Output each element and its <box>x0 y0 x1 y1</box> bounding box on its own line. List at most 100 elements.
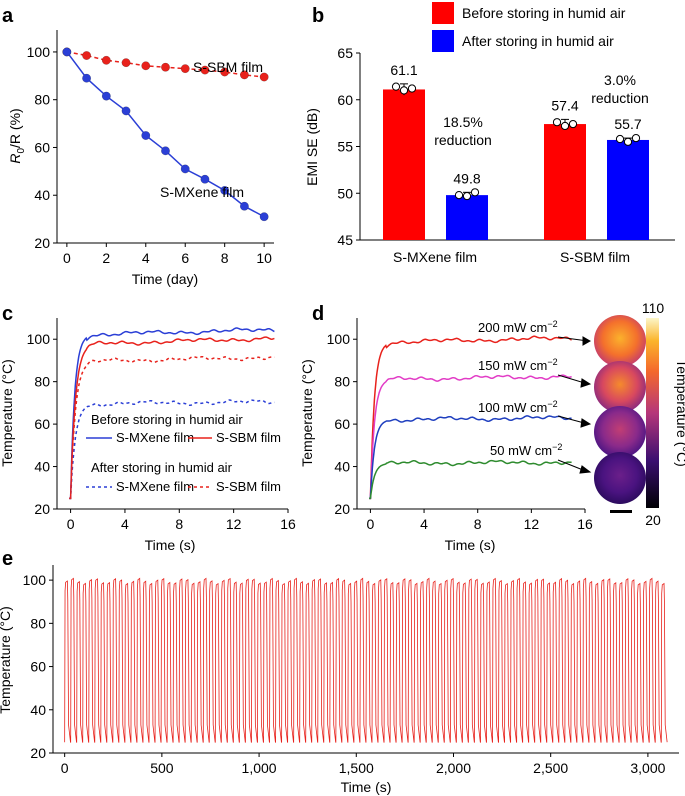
panel-e-ytick-label: 40 <box>30 702 46 718</box>
panel-a-data-point <box>239 201 249 211</box>
panel-a-xtick-label: 0 <box>63 250 71 266</box>
panel-a-data-point <box>259 72 269 82</box>
panel-b-legend-swatch-before <box>432 2 454 24</box>
panel-d-x-axis-label: Time (s) <box>445 537 496 553</box>
panel-c-xtick-label: 8 <box>175 516 183 532</box>
panel-b-data-point <box>462 191 472 201</box>
panel-a-xtick-label: 6 <box>181 250 189 266</box>
panel-a-xtick-label: 8 <box>221 250 229 266</box>
panel-e-ytick-label: 100 <box>23 572 47 588</box>
panel-a-data-point <box>239 70 249 80</box>
panel-a-data-point <box>101 91 111 101</box>
panel-c-legend-header-before: Before storing in humid air <box>91 412 243 427</box>
panel-a-data-point <box>180 64 190 74</box>
panel-b-data-point <box>399 86 409 95</box>
panel-c-ytick-label: 60 <box>34 416 50 432</box>
panel-b-annotation-1-line-1: 18.5% <box>443 114 483 130</box>
panel-a-ytick-label: 40 <box>34 187 50 203</box>
panel-b-legend-after: After storing in humid air <box>462 33 614 49</box>
panel-b-data-point <box>568 119 578 129</box>
panel-e-xtick-label: 1,500 <box>339 760 374 776</box>
panel-e-xtick-label: 0 <box>61 760 69 776</box>
panel-b-annotation-1-line-2: reduction <box>434 132 492 148</box>
panel-b-bar <box>383 89 425 240</box>
panel-e-chart: 20 40 60 80 100 0 500 1,000 1,500 2,000 2,500 3,000… <box>0 565 679 795</box>
panel-e-xtick-label: 500 <box>150 760 174 776</box>
panel-d-arrows <box>557 336 592 474</box>
panel-c-xtick-label: 4 <box>121 516 129 532</box>
panel-b-ytick-label: 65 <box>337 45 353 61</box>
panel-a-xtick-label: 2 <box>102 250 110 266</box>
panel-b-data-point <box>631 133 641 143</box>
thermal-image-50 <box>594 452 646 504</box>
panel-c-series-line <box>69 399 275 500</box>
panel-a-y-axis-label: R0/R (%) <box>7 108 27 163</box>
panel-d-label-200: 200 mW cm−2 <box>478 319 558 335</box>
panel-a-ytick-label: 60 <box>34 139 50 155</box>
panel-letter-b: b <box>312 5 324 27</box>
panel-a-data-point <box>101 55 111 65</box>
panel-d-ytick-label: 100 <box>327 331 351 347</box>
panel-a-ytick-label: 20 <box>34 235 50 251</box>
panel-a-data-point <box>220 67 230 77</box>
colorbar <box>646 318 659 508</box>
panel-b-data-point <box>552 118 562 127</box>
panel-b-data-point <box>560 121 570 131</box>
panel-a-data-point <box>121 58 131 68</box>
panel-c-ytick-label: 20 <box>34 501 50 517</box>
panel-c-legend-sbm-after: S-SBM film <box>216 479 281 494</box>
panel-b-data-point <box>615 134 625 144</box>
colorbar-max-label: 110 <box>642 300 665 316</box>
panel-a-chart: 20 40 60 80 100 0 2 4 6 8 10 Time (day) R0/R (%) S… <box>7 30 274 287</box>
panel-b-ytick-label: 60 <box>337 92 353 108</box>
panel-e-ytick-label: 20 <box>30 745 46 761</box>
panel-a-data-point <box>161 146 170 156</box>
panel-b-value-label: 49.8 <box>453 170 480 186</box>
panel-e-y-axis-label: Temperature (°C) <box>0 606 13 714</box>
colorbar-label: Temperature (°C) <box>674 359 685 467</box>
panel-a-data-point <box>200 174 210 184</box>
panel-e-x-axis-label: Time (s) <box>341 779 392 795</box>
panel-d-xtick-label: 8 <box>474 516 482 532</box>
thermal-image-200 <box>594 315 646 367</box>
panel-a-data-point <box>180 164 190 174</box>
panel-e-xtick-label: 2,500 <box>533 760 568 776</box>
panel-d-ytick-label: 60 <box>334 416 350 432</box>
thermal-image-100 <box>594 406 646 458</box>
panel-letter-e: e <box>2 548 13 570</box>
panel-a-x-axis-label: Time (day) <box>132 271 198 287</box>
panel-e-xtick-label: 3,000 <box>630 760 665 776</box>
panel-e-series-line <box>64 577 668 743</box>
panel-c-legend-header-after: After storing in humid air <box>91 460 233 475</box>
panel-a-data-point <box>141 61 151 71</box>
panel-a-data-point <box>141 131 151 140</box>
panel-a-data-point <box>200 65 210 75</box>
panel-b-legend-swatch-after <box>432 30 454 52</box>
panel-b-ytick-label: 50 <box>337 185 353 201</box>
panel-b-bar <box>544 124 586 240</box>
panel-d-series-line <box>369 459 572 500</box>
panel-d-ytick-label: 20 <box>334 501 350 517</box>
panel-c-chart: 20 40 60 80 100 0 4 8 12 16 Time (s) Temperature … <box>0 318 296 553</box>
colorbar-min-label: 20 <box>645 512 661 528</box>
panel-c-xtick-label: 0 <box>67 516 75 532</box>
panel-b-data-point <box>391 82 401 91</box>
panel-c-legend-sbm-before: S-SBM film <box>216 430 281 445</box>
panel-b-category-s-mxene: S-MXene film <box>393 249 477 265</box>
panel-d-axes <box>356 318 585 510</box>
panel-a-data-point <box>82 73 92 83</box>
panel-d-label-50: 50 mW cm−2 <box>490 442 562 458</box>
panel-a-data-point <box>161 62 170 72</box>
panel-a-data-point <box>62 47 72 57</box>
panel-a-data-point <box>259 212 269 222</box>
panel-e-ytick-label: 80 <box>30 615 46 631</box>
panel-b-ytick-label: 45 <box>337 232 353 248</box>
panel-c-ytick-label: 40 <box>34 459 50 475</box>
panel-d-label-150: 150 mW cm−2 <box>478 357 558 373</box>
scale-bar <box>610 510 632 513</box>
panel-a-xtick-label: 10 <box>256 250 272 266</box>
panel-c-series-line <box>69 327 275 500</box>
panel-d-ytick-label: 40 <box>334 459 350 475</box>
panel-b-legend-before: Before storing in humid air <box>462 5 626 21</box>
